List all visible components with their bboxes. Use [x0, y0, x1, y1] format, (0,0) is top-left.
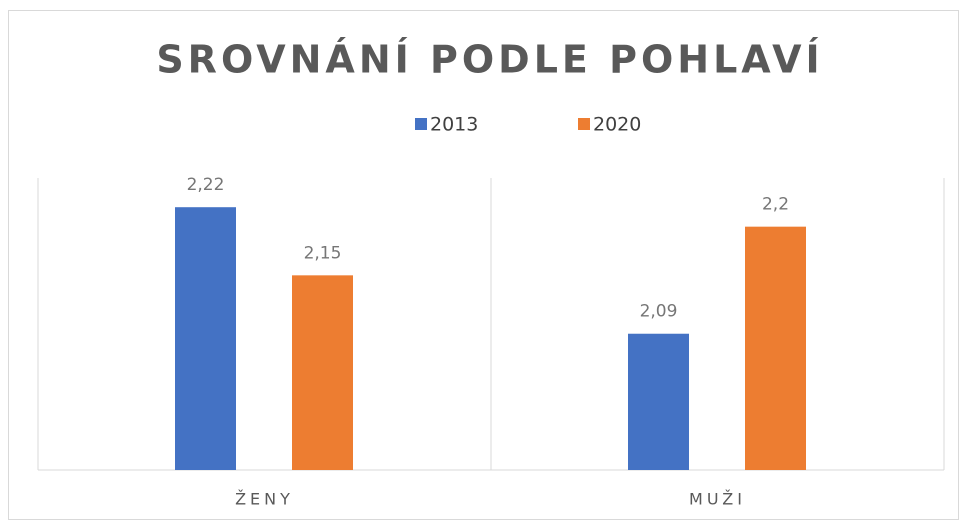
x-tick-label: ŽENY — [235, 490, 294, 509]
bar — [628, 333, 689, 470]
bar — [175, 207, 236, 470]
data-label: 2,2 — [762, 195, 789, 215]
bar — [745, 226, 806, 470]
data-label: 2,09 — [640, 302, 678, 322]
legend-label: 2013 — [430, 114, 478, 136]
legend-label: 2020 — [593, 114, 641, 136]
legend-swatch — [415, 118, 427, 130]
data-label: 2,15 — [304, 243, 342, 263]
legend-swatch — [578, 118, 590, 130]
chart-border — [8, 10, 959, 520]
data-label: 2,22 — [187, 175, 225, 195]
chart-title: SROVNÁNÍ PODLE POHLAVÍ — [156, 38, 823, 82]
x-tick-label: MUŽI — [689, 490, 746, 509]
bar — [292, 275, 353, 470]
